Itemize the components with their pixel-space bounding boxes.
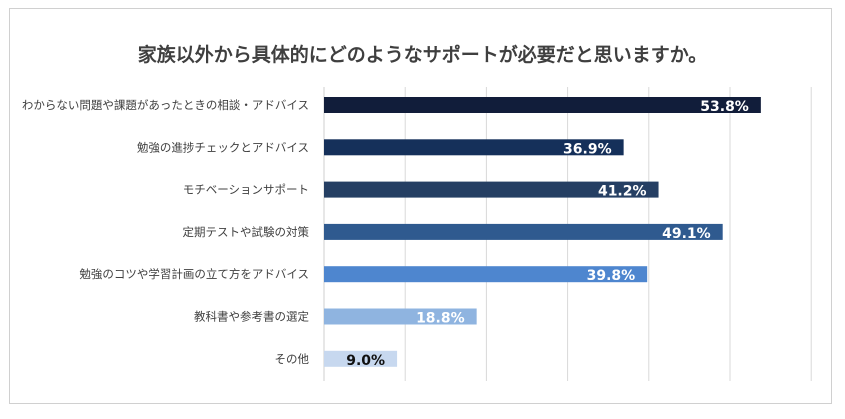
data-label: 41.2% [598, 184, 647, 200]
category-label: 勉強の進捗チェックとアドバイス [137, 140, 309, 154]
bar [324, 308, 477, 325]
bar [324, 97, 761, 113]
category-label: モチベーションサポート [183, 183, 309, 197]
category-label: 定期テストや試験の対策 [183, 225, 310, 239]
bar [324, 181, 659, 198]
bar [324, 350, 398, 367]
chart-frame [9, 8, 832, 404]
category-label: 勉強のコツや学習計画の立て方をアドバイス [79, 267, 309, 281]
data-label: 49.1% [662, 226, 711, 242]
category-label: その他 [275, 352, 310, 366]
bar [324, 266, 648, 283]
bar [324, 223, 723, 240]
bar [324, 139, 624, 156]
data-label: 39.8% [587, 268, 636, 284]
chart-title: 家族以外から具体的にどのようなサポートが必要だと思いますか。 [137, 44, 708, 66]
category-label: 教科書や参考書の選定 [194, 310, 309, 324]
data-label: 9.0% [346, 353, 385, 369]
data-label: 18.8% [416, 311, 465, 327]
data-label: 36.9% [563, 141, 612, 157]
data-label: 53.8% [700, 99, 749, 115]
category-label: わからない問題や課題があったときの相談・アドバイス [22, 98, 309, 112]
